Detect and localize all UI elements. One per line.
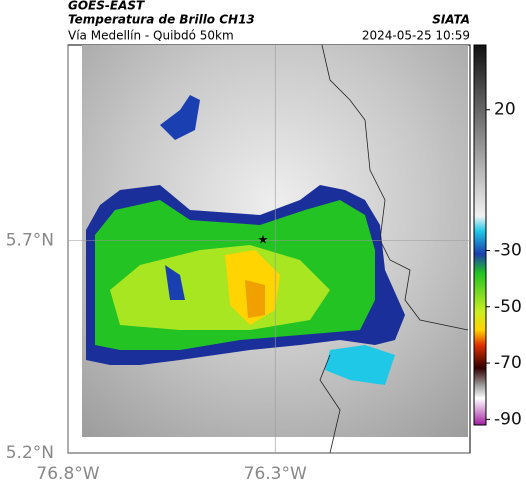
lon-tick-label: 76.3°W [244, 464, 307, 484]
subtitle: Vía Medellín - Quibdó 50km [68, 29, 234, 43]
colorbar-tick-label: -90 [494, 409, 522, 429]
lon-tick-label: 76.8°W [36, 464, 99, 484]
lat-tick-label: 5.7°N [6, 231, 54, 251]
source: GOES-EAST [68, 0, 145, 13]
colorbar-tick-label: -50 [494, 297, 522, 317]
colorbar-tick-label: -30 [494, 240, 522, 260]
city-marker: ★ [258, 233, 269, 247]
colorbar-tick-label: 20 [494, 100, 516, 120]
graticule [67, 45, 470, 454]
datetime: 2024-05-25 10:59 [362, 29, 470, 43]
brand: SIATA [432, 13, 470, 27]
title: Temperatura de Brillo CH13 [68, 13, 255, 27]
borders [319, 44, 469, 454]
colorbar-tick-label: -70 [494, 353, 522, 373]
lat-tick-label: 5.2°N [6, 443, 54, 463]
colorbar [473, 44, 487, 426]
cloud-field [86, 95, 405, 385]
